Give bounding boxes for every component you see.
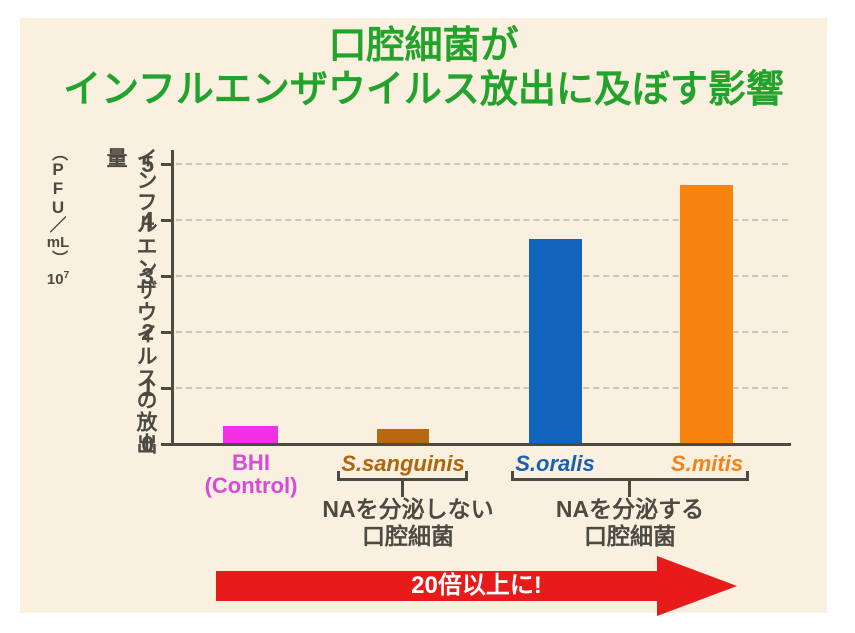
group-label-no-na: NAを分泌しない 口腔細菌 bbox=[313, 496, 503, 550]
y-tick-mark-1 bbox=[161, 387, 171, 390]
category-label-s-sanguinis: S.sanguinis bbox=[341, 451, 465, 476]
category-label-s-oralis: S.oralis bbox=[515, 451, 595, 476]
increase-arrow: 20倍以上に! bbox=[216, 556, 737, 616]
y-tick-label-3: 3 bbox=[141, 263, 154, 289]
category-label-s-mitis: S.mitis bbox=[670, 451, 744, 476]
chart-title-line1: 口腔細菌が bbox=[328, 25, 519, 67]
group-bracket-na-stem bbox=[628, 481, 631, 497]
group-label-na-line2: 口腔細菌 bbox=[584, 523, 676, 549]
category-label-bhi: BHI (Control) bbox=[193, 451, 309, 497]
gridline-2 bbox=[176, 331, 788, 333]
unit-close-paren: ） bbox=[49, 249, 67, 267]
y-tick-mark-5 bbox=[161, 163, 171, 166]
bar-s-mitis bbox=[680, 185, 733, 443]
y-axis-title: インフルエンザウイルスの放出量 bbox=[104, 147, 157, 455]
y-tick-mark-0 bbox=[161, 443, 171, 446]
increase-arrow-head-icon bbox=[657, 556, 737, 616]
y-tick-mark-3 bbox=[161, 275, 171, 278]
bar-s-sanguinis bbox=[377, 429, 429, 443]
category-label-bhi-line1: BHI bbox=[232, 450, 270, 475]
group-label-no-na-line1: NAを分泌しない bbox=[322, 496, 494, 522]
x-axis-line bbox=[171, 443, 791, 446]
unit-letter-u: U bbox=[51, 198, 65, 217]
increase-arrow-shaft bbox=[216, 571, 657, 601]
y-tick-label-0: 0 bbox=[141, 431, 154, 457]
unit-power: 107 bbox=[46, 270, 70, 288]
gridline-5 bbox=[176, 163, 788, 165]
y-tick-mark-2 bbox=[161, 331, 171, 334]
y-tick-mark-4 bbox=[161, 219, 171, 222]
y-axis-line bbox=[171, 150, 174, 446]
y-tick-label-1: 1 bbox=[141, 375, 154, 401]
y-tick-label-2: 2 bbox=[141, 319, 154, 345]
unit-open-paren: （ bbox=[49, 144, 67, 162]
group-label-na: NAを分泌する 口腔細菌 bbox=[535, 496, 725, 550]
group-bracket-na bbox=[511, 471, 749, 481]
group-label-no-na-line2: 口腔細菌 bbox=[362, 523, 454, 549]
chart-title-line2: インフルエンザウイルス放出に及ぼす影響 bbox=[63, 69, 784, 111]
y-tick-label-5: 5 bbox=[141, 151, 154, 177]
unit-letter-f: F bbox=[52, 179, 64, 198]
unit-ml: mL bbox=[46, 234, 70, 251]
unit-slash: ／ bbox=[49, 216, 67, 235]
increase-arrow-text: 20倍以上に! bbox=[411, 572, 542, 599]
gridline-1 bbox=[176, 387, 788, 389]
bar-bhi-control bbox=[223, 426, 278, 443]
gridline-3 bbox=[176, 275, 788, 277]
y-axis-unit: （ P F U ／ mL ） 107 bbox=[40, 144, 76, 289]
category-label-bhi-line2: (Control) bbox=[204, 473, 298, 498]
gridline-4 bbox=[176, 219, 788, 221]
bar-s-oralis bbox=[529, 239, 582, 443]
y-tick-label-4: 4 bbox=[141, 207, 154, 233]
group-bracket-no-na-stem bbox=[401, 481, 404, 497]
group-label-na-line1: NAを分泌する bbox=[555, 496, 705, 522]
unit-letter-p: P bbox=[52, 160, 64, 179]
group-bracket-no-na bbox=[337, 471, 468, 481]
